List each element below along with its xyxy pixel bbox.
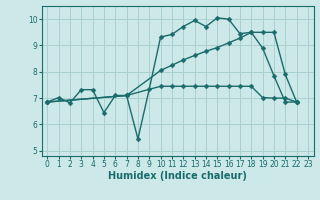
X-axis label: Humidex (Indice chaleur): Humidex (Indice chaleur)	[108, 171, 247, 181]
